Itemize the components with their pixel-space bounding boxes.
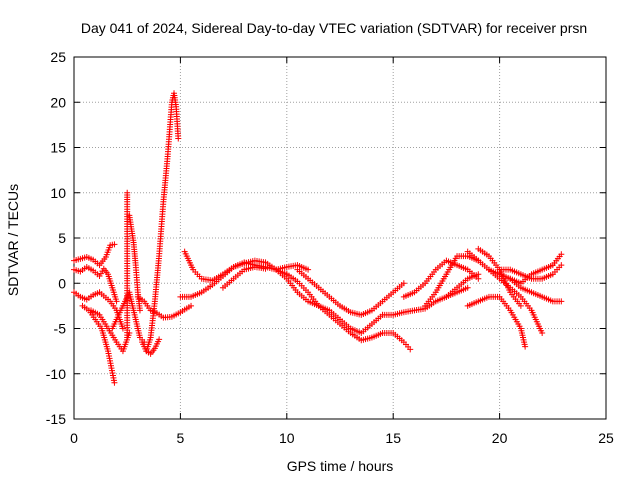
data-point: [156, 336, 163, 343]
x-axis-label: GPS time / hours: [287, 458, 394, 474]
y-tick-label: 25: [50, 49, 66, 65]
tick-labels: 0 5 10 15 20 25 -15 -10 -5 0 5 10 15 20 25: [46, 49, 614, 446]
data-point: [111, 241, 118, 248]
series-arc-17: [294, 266, 407, 318]
series-arc-2: [71, 263, 120, 305]
data-point: [305, 266, 312, 273]
data-point: [124, 189, 131, 196]
series-arc-26: [496, 262, 565, 282]
data-point: [111, 379, 118, 386]
y-tick-label: 5: [58, 230, 66, 246]
data-point: [539, 330, 546, 337]
data-point: [136, 307, 143, 314]
data-point: [262, 265, 269, 272]
y-tick-label: -15: [46, 411, 66, 427]
y-tick-label: -5: [54, 321, 67, 337]
x-tick-label: 15: [385, 430, 401, 446]
data-point: [558, 262, 565, 269]
data-point: [175, 135, 182, 142]
series-arc-11: [139, 336, 163, 357]
series-arc-4: [79, 302, 118, 386]
data-point: [113, 298, 120, 305]
data-point: [558, 298, 565, 305]
x-tick-label: 20: [492, 430, 508, 446]
y-tick-label: 0: [58, 275, 66, 291]
series-arc-3: [71, 289, 126, 332]
data-point: [558, 251, 565, 258]
series-arc-19: [400, 257, 482, 300]
data-points: [71, 90, 565, 386]
y-axis-label: SDTVAR / TECUs: [5, 184, 21, 296]
series-arc-24: [464, 293, 529, 350]
y-tick-label: 20: [50, 94, 66, 110]
data-point: [464, 284, 471, 291]
y-tick-label: 15: [50, 140, 66, 156]
plot-frame: [73, 56, 607, 420]
series-arc-6: [109, 289, 148, 346]
x-tick-label: 0: [70, 430, 78, 446]
series-arc-21: [443, 284, 471, 300]
data-point: [517, 302, 524, 309]
x-tick-label: 25: [598, 430, 614, 446]
chart-title: Day 041 of 2024, Sidereal Day-to-day VTE…: [81, 20, 587, 36]
x-tick-label: 5: [177, 430, 185, 446]
series-arc-27: [507, 251, 565, 287]
data-point: [407, 346, 414, 353]
data-point: [400, 280, 407, 287]
series-arc-23: [464, 248, 546, 337]
x-tick-label: 10: [279, 430, 295, 446]
data-point: [188, 302, 195, 309]
data-point: [522, 343, 529, 350]
y-tick-label: -10: [46, 366, 66, 382]
grid: [74, 57, 606, 419]
series-arc-16: [283, 271, 414, 353]
series-arc-10: [143, 90, 182, 355]
series-arc-14: [219, 263, 269, 291]
y-tick-label: 10: [50, 185, 66, 201]
series-arc-1: [71, 241, 118, 269]
data-point: [475, 275, 482, 282]
data-point: [119, 325, 126, 332]
